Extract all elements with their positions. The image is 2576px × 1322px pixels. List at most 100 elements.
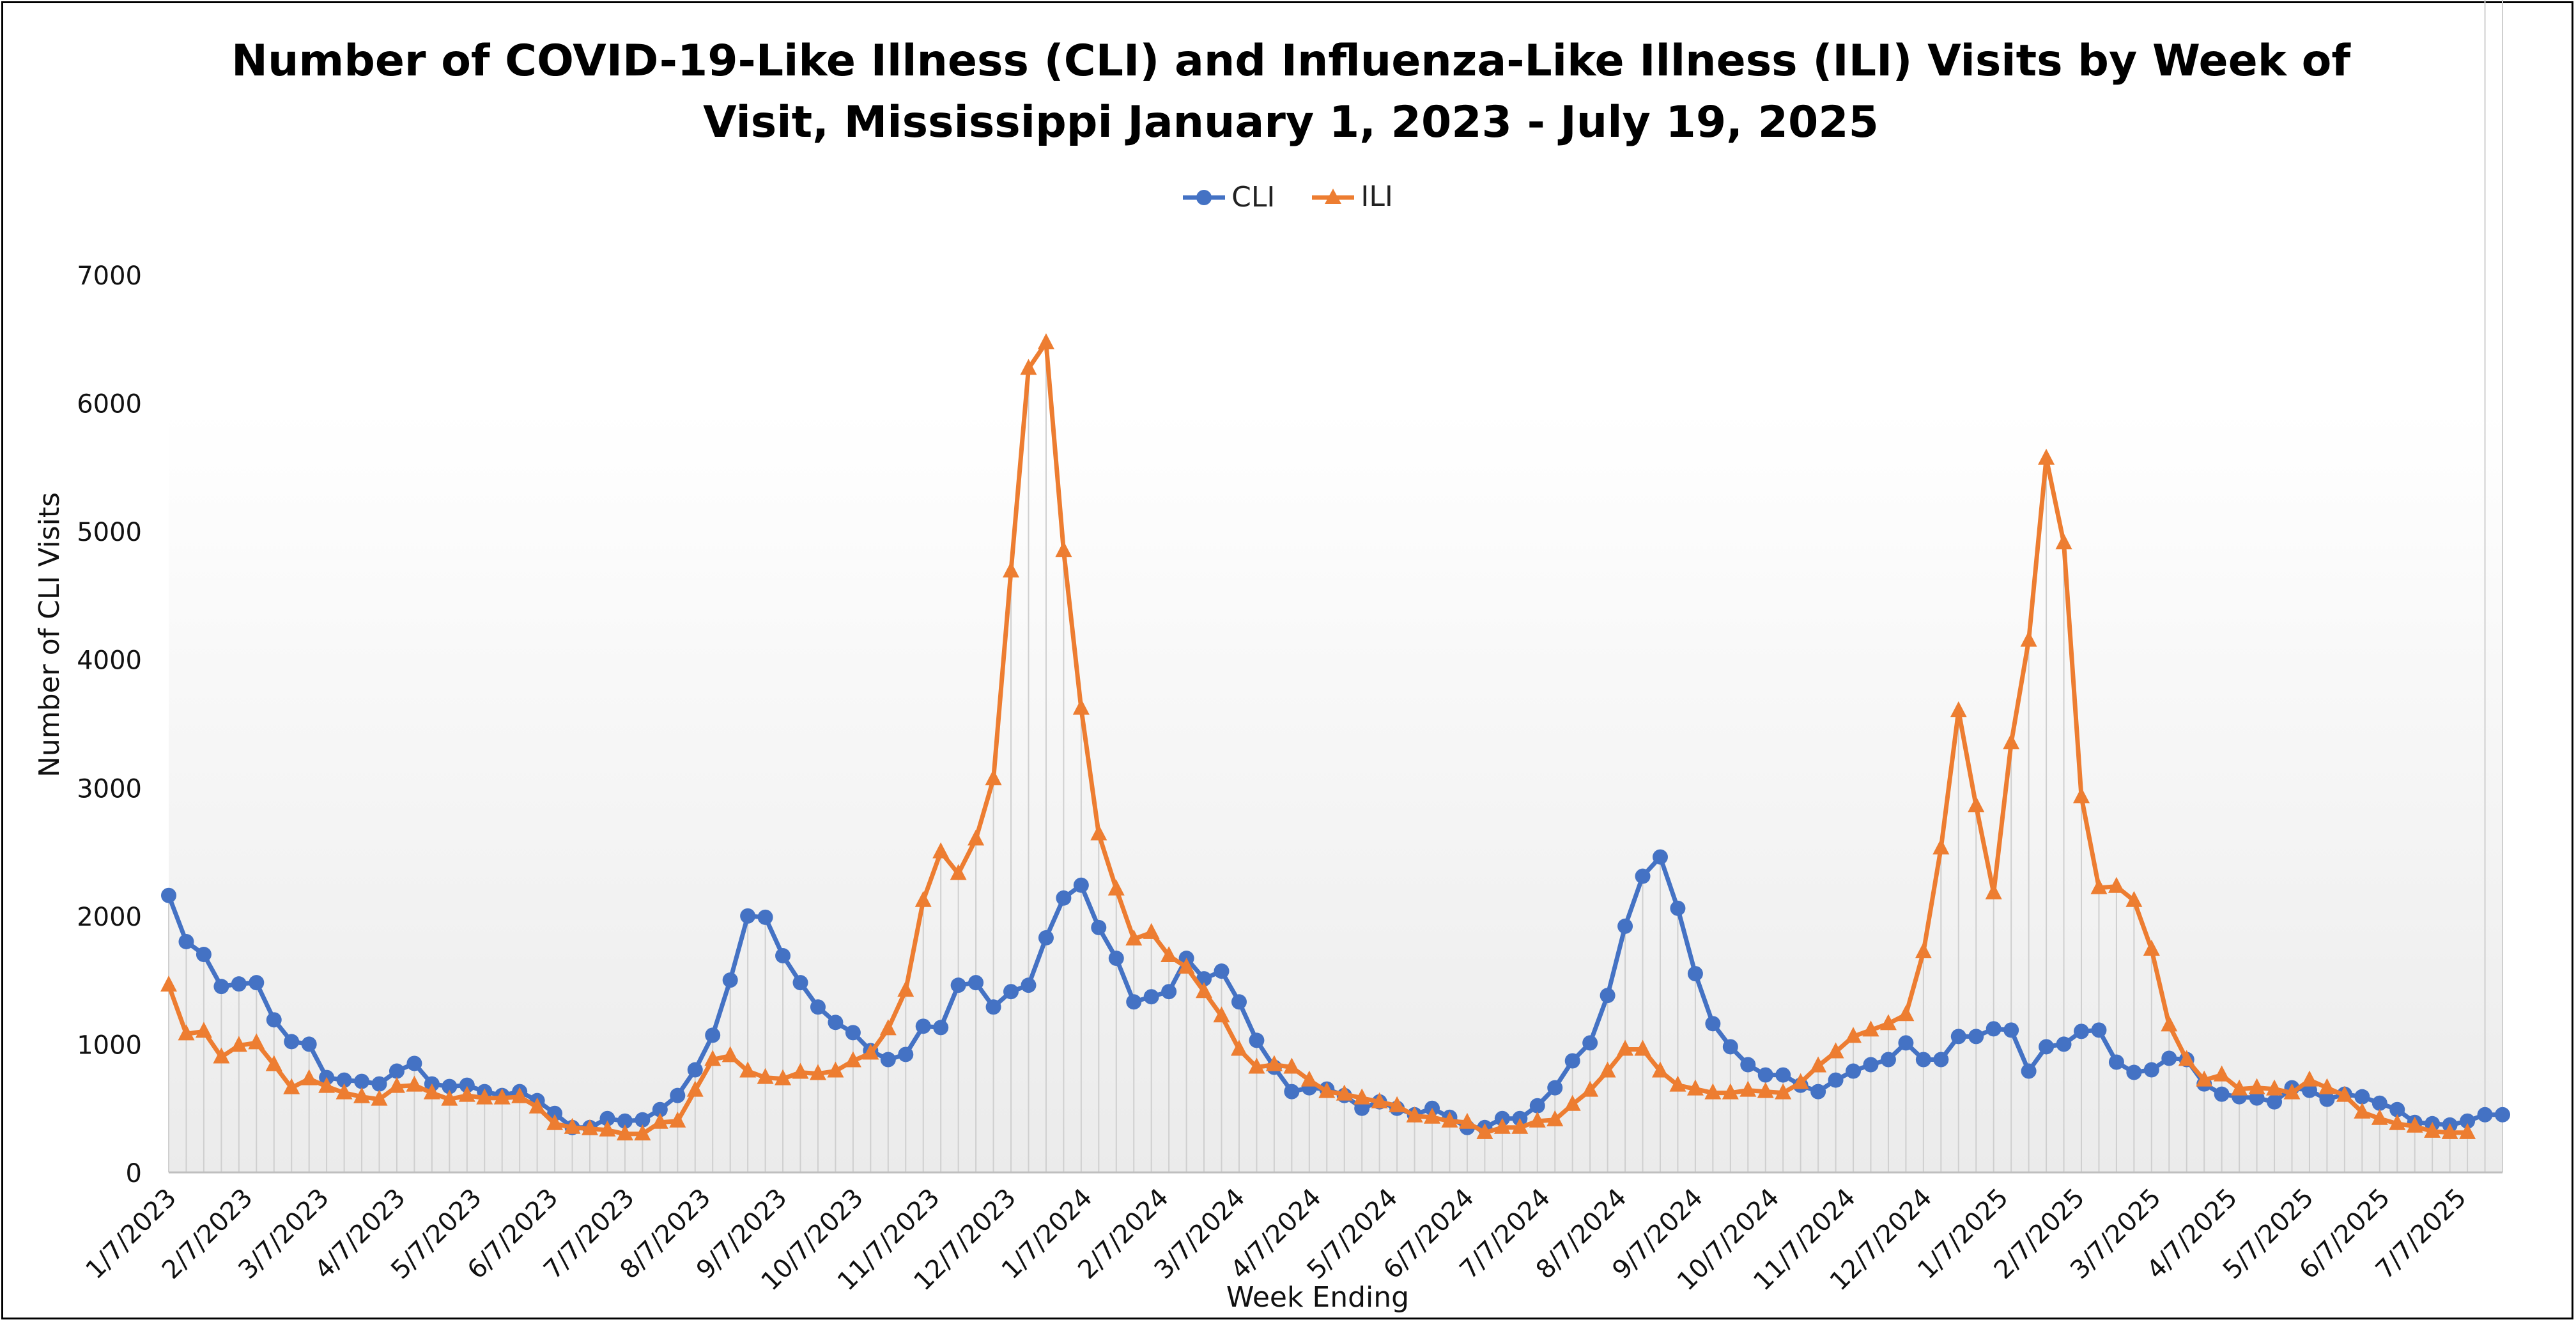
data-point-ili <box>1582 1080 1599 1097</box>
data-point-cli <box>1108 951 1124 967</box>
data-point-cli <box>810 999 826 1015</box>
data-point-cli <box>1933 1052 1949 1068</box>
data-point-cli <box>1231 994 1247 1010</box>
data-point-ili <box>775 1069 792 1085</box>
data-point-cli <box>2477 1107 2493 1123</box>
data-point-ili <box>564 1117 581 1134</box>
data-point-cli <box>1950 1029 1966 1045</box>
data-point-ili <box>862 1043 879 1060</box>
data-point-ili <box>1476 1123 1493 1139</box>
data-point-cli <box>1249 1032 1265 1048</box>
data-point-ili <box>634 1124 651 1140</box>
data-point-ili <box>1318 1082 1336 1098</box>
data-point-ili <box>1300 1070 1318 1087</box>
data-point-ili <box>616 1124 633 1140</box>
data-point-cli <box>1143 989 1159 1005</box>
data-point-ili <box>1143 922 1160 939</box>
data-point-ili <box>1634 1039 1651 1056</box>
data-point-ili <box>1827 1042 1844 1059</box>
y-tick-label: 1000 <box>77 1030 142 1060</box>
data-point-ili <box>1248 1057 1265 1074</box>
data-point-ili <box>669 1111 686 1128</box>
data-point-cli <box>2161 1050 2177 1066</box>
data-point-ili <box>985 769 1002 786</box>
data-point-ili <box>2178 1050 2195 1066</box>
data-point-cli <box>880 1052 896 1068</box>
data-point-ili <box>423 1083 440 1100</box>
data-point-cli <box>933 1020 949 1036</box>
data-point-ili <box>2231 1079 2248 1096</box>
data-point-cli <box>2039 1039 2055 1055</box>
data-point-cli <box>2372 1095 2387 1111</box>
data-point-cli <box>2073 1023 2089 1039</box>
data-point-ili <box>827 1061 844 1078</box>
data-point-ili <box>318 1077 335 1093</box>
data-point-cli <box>757 909 773 925</box>
data-point-ili <box>493 1088 511 1105</box>
data-point-ili <box>1458 1112 1476 1129</box>
data-point-ili <box>406 1075 423 1092</box>
legend-item-cli: CLI <box>1183 181 1275 214</box>
data-point-ili <box>968 829 985 846</box>
data-point-ili <box>792 1062 809 1079</box>
data-point-ili <box>757 1068 774 1084</box>
data-point-ili <box>1739 1080 1757 1097</box>
data-point-cli <box>740 908 756 924</box>
data-point-ili <box>2266 1079 2283 1096</box>
data-point-ili <box>1792 1073 1809 1089</box>
y-tick-label: 2000 <box>77 903 142 932</box>
series-layer <box>160 333 2510 1140</box>
data-point-ili <box>2090 878 2108 894</box>
data-point-ili <box>265 1055 282 1071</box>
data-point-cli <box>266 1012 282 1028</box>
data-point-ili <box>371 1089 388 1106</box>
data-point-cli <box>2214 1086 2230 1102</box>
data-point-cli <box>2267 1094 2283 1110</box>
data-point-ili <box>2441 1123 2458 1139</box>
data-point-ili <box>2196 1070 2213 1087</box>
data-point-ili <box>1003 561 1020 578</box>
data-point-ili <box>1107 879 1125 896</box>
data-point-ili <box>2301 1070 2318 1087</box>
data-point-ili <box>950 864 967 880</box>
data-point-ili <box>2389 1114 2406 1130</box>
y-tick-label: 4000 <box>77 646 142 676</box>
data-point-cli <box>1617 918 1633 934</box>
data-point-cli <box>1564 1053 1580 1069</box>
data-point-cli <box>2389 1101 2405 1117</box>
data-point-cli <box>2319 1091 2335 1107</box>
data-point-ili <box>1810 1056 1827 1073</box>
data-point-cli <box>1003 984 1019 1000</box>
data-point-ili <box>528 1097 546 1114</box>
chart-title-line-1: Number of COVID-19-Like Illness (CLI) an… <box>231 36 2350 86</box>
data-point-ili <box>1932 838 1950 855</box>
data-point-ili <box>704 1050 721 1066</box>
data-point-ili <box>914 890 932 907</box>
data-point-ili <box>1968 796 1985 813</box>
data-point-ili <box>2248 1078 2265 1094</box>
data-point-cli <box>1687 966 1703 982</box>
data-point-cli <box>2108 1054 2124 1070</box>
data-point-cli <box>968 975 984 991</box>
data-point-ili <box>1037 333 1054 350</box>
data-point-ili <box>1757 1082 1774 1098</box>
data-point-cli <box>1038 929 1054 945</box>
data-point-ili <box>160 976 177 992</box>
data-point-ili <box>932 842 950 859</box>
data-point-ili <box>546 1114 564 1130</box>
data-point-cli <box>1600 988 1616 1004</box>
data-point-ili <box>809 1064 826 1080</box>
data-point-ili <box>1511 1117 1529 1134</box>
data-point-cli <box>2126 1064 2142 1080</box>
data-point-cli <box>336 1072 352 1088</box>
chart-legend: CLI ILI <box>0 180 2576 214</box>
data-point-ili <box>1564 1094 1581 1111</box>
data-point-ili <box>1020 359 1037 375</box>
data-point-cli <box>1898 1035 1914 1051</box>
data-point-cli <box>845 1025 861 1041</box>
y-tick-label: 6000 <box>77 390 142 419</box>
data-point-cli <box>950 977 966 993</box>
legend-label-cli: CLI <box>1231 181 1276 214</box>
